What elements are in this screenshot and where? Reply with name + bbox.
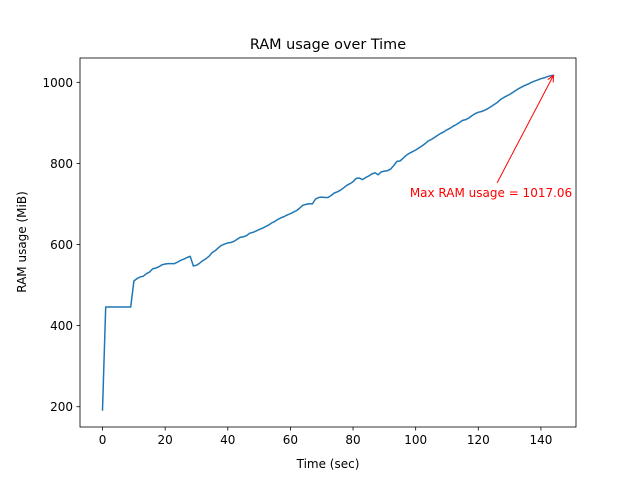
- annotation-label: Max RAM usage = 1017.06: [410, 186, 572, 200]
- y-tick-label: 400: [50, 319, 73, 333]
- x-tick-label: 60: [283, 433, 298, 447]
- max-annotation: Max RAM usage = 1017.06: [410, 74, 572, 200]
- y-axis-ticks: 200 400 600 800 1000: [42, 76, 80, 414]
- x-tick-label: 80: [345, 433, 360, 447]
- x-tick-label: 120: [467, 433, 490, 447]
- x-tick-label: 40: [220, 433, 235, 447]
- plot-area: [101, 74, 555, 411]
- chart-title: RAM usage over Time: [250, 37, 406, 53]
- y-tick-label: 800: [50, 157, 73, 171]
- x-tick-label: 20: [158, 433, 173, 447]
- x-tick-label: 0: [99, 433, 107, 447]
- y-tick-label: 600: [50, 238, 73, 252]
- y-axis-label: RAM usage (MiB): [15, 191, 29, 293]
- y-tick-label: 1000: [42, 76, 73, 90]
- axes-frame: [79, 57, 577, 428]
- x-tick-label: 140: [529, 433, 552, 447]
- x-axis-label: Time (sec): [296, 457, 360, 471]
- x-axis-ticks: 0 20 40 60 80 100 120 140: [99, 427, 552, 447]
- ram-usage-line: [101, 74, 555, 411]
- y-tick-label: 200: [50, 400, 73, 414]
- annotation-arrow-shaft: [496, 75, 554, 184]
- x-tick-label: 100: [404, 433, 427, 447]
- annotation-arrow-head: [547, 74, 554, 83]
